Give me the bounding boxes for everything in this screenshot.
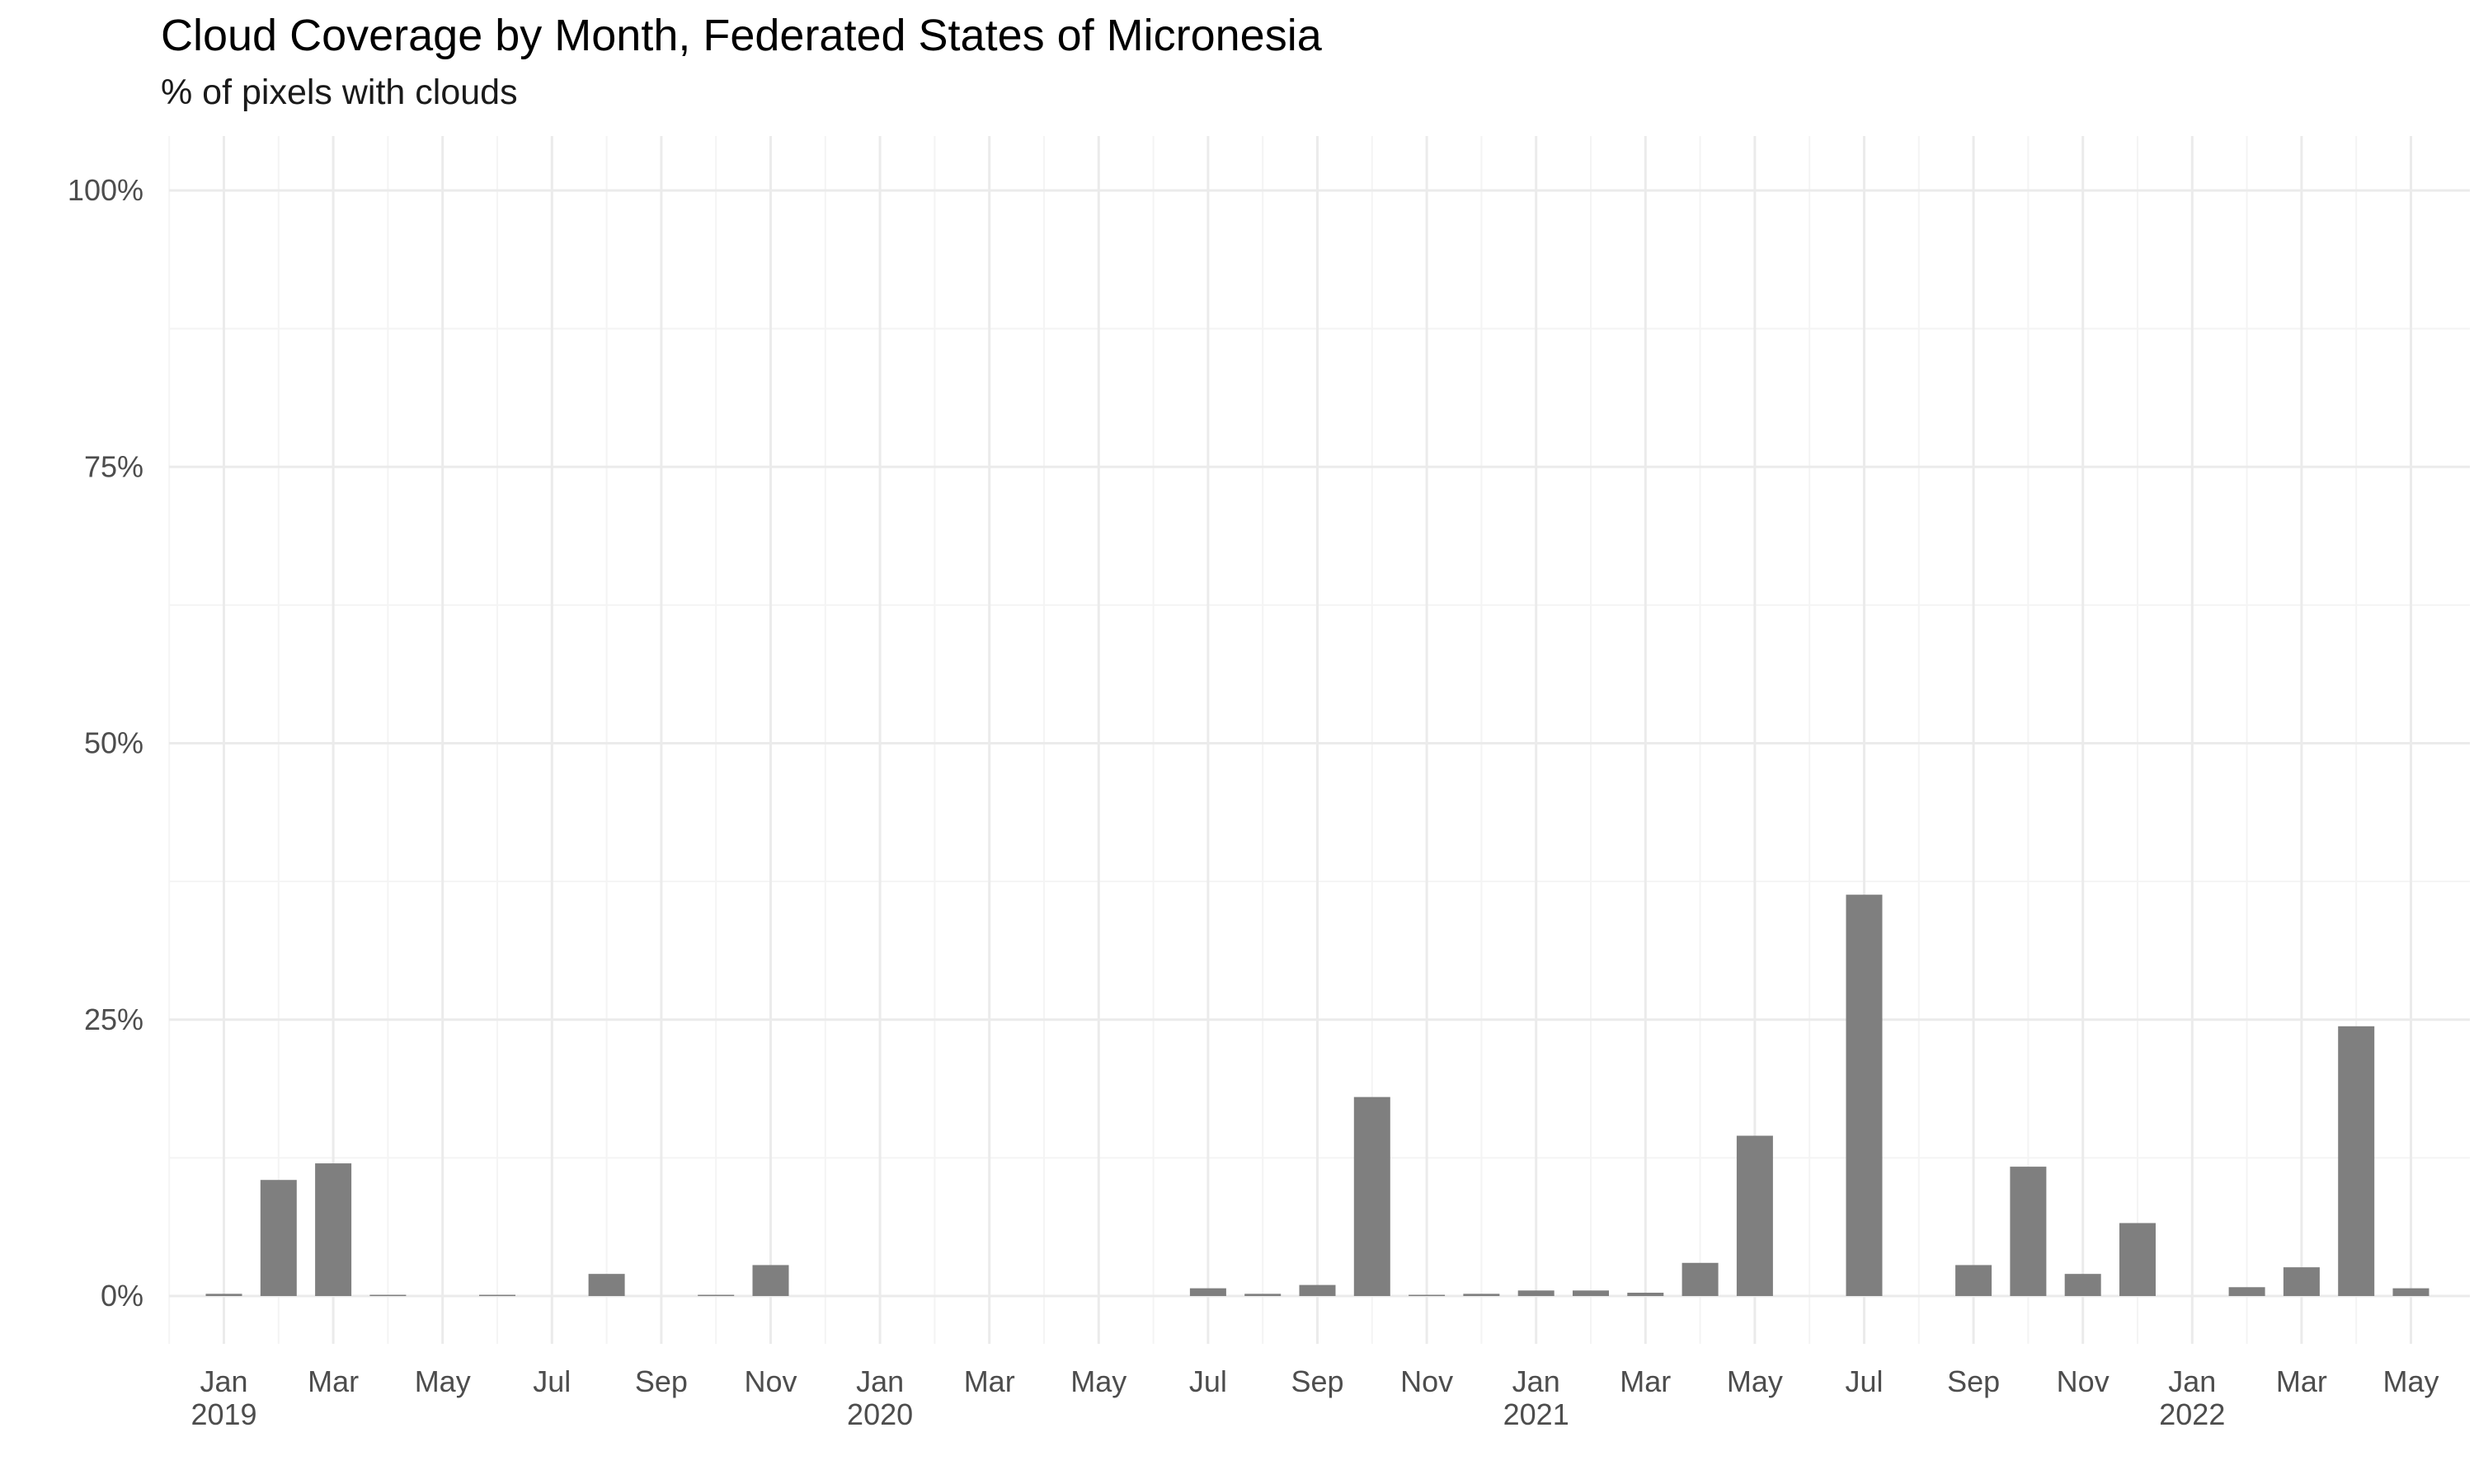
minor-gridlines [168,136,2470,1344]
y-tick-label: 100% [68,173,143,207]
bar [2338,1026,2375,1296]
bars [205,895,2429,1296]
bar [698,1294,735,1296]
bar [1409,1294,1446,1296]
bar [1681,1262,1719,1296]
bar [1189,1288,1226,1296]
x-tick-label: Jan [856,1364,904,1398]
major-gridlines [169,136,2470,1344]
bar [1955,1265,1992,1296]
bar [260,1180,297,1296]
x-tick-label: Jan [1512,1364,1560,1398]
x-tick-label: Nov [2057,1364,2109,1398]
x-tick-label: Sep [635,1364,688,1398]
x-tick-label: May [1727,1364,1783,1398]
x-tick-label: Mar [2276,1364,2327,1398]
x-tick-label: Nov [1400,1364,1453,1398]
y-tick-label: 50% [84,726,143,760]
x-tick-year-label: 2020 [847,1397,913,1431]
bar [1627,1292,1664,1296]
bar [2064,1274,2101,1296]
x-tick-label: Sep [1947,1364,2000,1398]
bar [2283,1267,2320,1296]
bar [2228,1287,2265,1296]
bar [1353,1097,1390,1296]
bar [1517,1290,1554,1296]
chart-subtitle: % of pixels with clouds [161,73,518,112]
bar [479,1294,515,1296]
x-tick-label: May [415,1364,471,1398]
x-tick-label: May [1070,1364,1126,1398]
bar [2392,1288,2429,1296]
bar [1299,1284,1336,1296]
bar [315,1163,352,1296]
x-tick-label: Sep [1291,1364,1343,1398]
bar [205,1294,242,1296]
x-tick-year-label: 2022 [2159,1397,2225,1431]
y-tick-label: 25% [84,1003,143,1036]
bar [1736,1135,1773,1296]
x-tick-label: Mar [308,1364,359,1398]
bar [2010,1167,2047,1296]
x-tick-year-label: 2021 [1503,1397,1569,1431]
y-tick-label: 0% [101,1279,143,1313]
x-tick-label: Jan [200,1364,247,1398]
x-tick-label: Mar [1620,1364,1671,1398]
x-tick-year-label: 2019 [190,1397,256,1431]
x-tick-label: Jul [1189,1364,1227,1398]
x-tick-label: May [2382,1364,2439,1398]
x-tick-label: Jul [1845,1364,1883,1398]
bar [369,1294,407,1296]
bar [2119,1223,2156,1296]
bar [588,1274,625,1296]
bar [1573,1290,1609,1296]
x-tick-label: Jan [2168,1364,2216,1398]
bar [1463,1294,1500,1296]
y-tick-label: 75% [84,449,143,483]
x-tick-label: Jul [533,1364,571,1398]
x-tick-label: Nov [744,1364,797,1398]
x-tick-label: Mar [964,1364,1015,1398]
bar [1244,1294,1282,1296]
bar [752,1265,789,1296]
chart-title: Cloud Coverage by Month, Federated State… [161,11,1322,60]
y-axis-ticks: 0% 25% 50% 75% 100% [68,173,143,1313]
bar [1846,895,1883,1296]
